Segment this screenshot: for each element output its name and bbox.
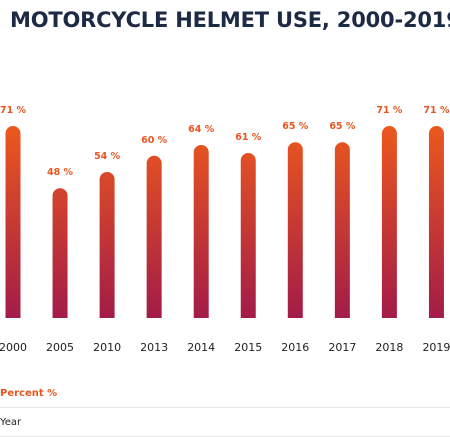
legend-label-percent: Percent % <box>0 387 58 399</box>
x-tick-label-2014: 2014 <box>187 341 215 354</box>
x-tick-label-2019: 2019 <box>422 341 450 354</box>
x-tick-label-2005: 2005 <box>46 341 74 354</box>
x-tick-label-2000: 2000 <box>0 341 27 354</box>
legend-label-year: Year <box>0 416 22 428</box>
x-tick-labels-layer: 2000 2005 2010 2013 2014 2015 2016 2017 2018 2019 <box>0 341 450 354</box>
x-tick-label-2016: 2016 <box>281 341 309 354</box>
value-label-2015: 61 % <box>235 132 262 143</box>
bar-2018 <box>381 126 397 318</box>
bars-layer <box>5 126 444 318</box>
legend-divider <box>0 407 450 408</box>
x-tick-label-2015: 2015 <box>234 341 262 354</box>
bar-2015 <box>240 153 256 318</box>
bar-2013 <box>146 155 162 318</box>
value-label-2017: 65 % <box>329 121 356 132</box>
value-label-2018: 71 % <box>376 105 403 116</box>
value-labels-layer: 71 % 48 % 54 % 60 % 64 % 61 % 65 % 65 % 71 % 71 % <box>0 105 450 178</box>
bar-2017 <box>334 142 350 318</box>
value-label-2005: 48 % <box>47 167 74 178</box>
x-tick-label-2013: 2013 <box>140 341 168 354</box>
bar-2005 <box>52 188 68 318</box>
value-label-2013: 60 % <box>141 135 168 146</box>
value-label-2014: 64 % <box>188 124 215 135</box>
legend-entry-percent: Percent % <box>0 379 450 407</box>
value-label-2019: 71 % <box>423 105 450 116</box>
legend-entry-year: Year <box>0 408 450 436</box>
bar-2019 <box>428 126 444 318</box>
value-label-2010: 54 % <box>94 151 121 162</box>
bar-2016 <box>287 142 303 318</box>
x-tick-label-2017: 2017 <box>328 341 356 354</box>
x-tick-label-2018: 2018 <box>375 341 403 354</box>
chart-title: MOTORCYCLE HELMET USE, 2000-2019 <box>10 8 450 32</box>
bar-2014 <box>193 144 209 318</box>
value-label-2016: 65 % <box>282 121 309 132</box>
value-label-2000: 71 % <box>0 105 27 116</box>
bar-2000 <box>5 126 21 318</box>
x-tick-label-2010: 2010 <box>93 341 121 354</box>
bar-2010 <box>99 171 115 318</box>
